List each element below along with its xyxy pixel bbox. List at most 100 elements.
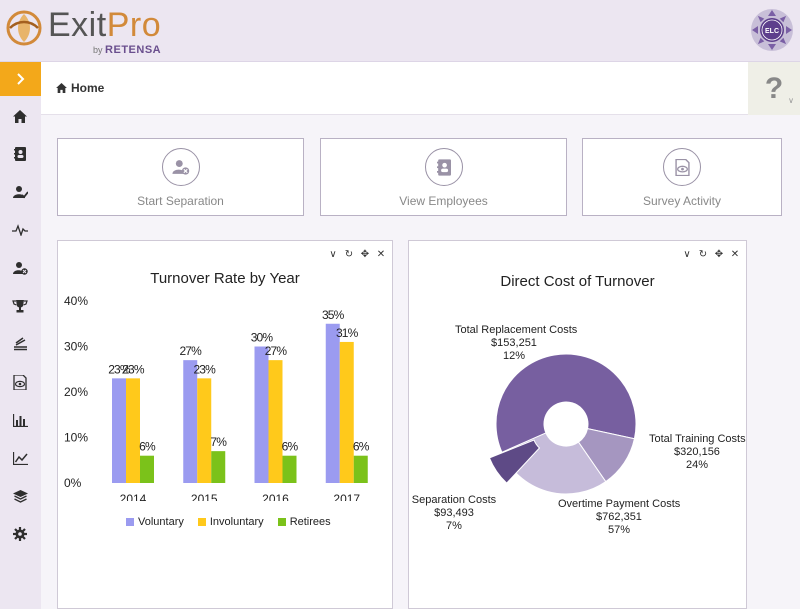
close-icon[interactable]: ✕ xyxy=(730,248,740,260)
sidebar-item-trends[interactable] xyxy=(10,448,30,468)
legend-label-retirees: Retirees xyxy=(289,516,331,528)
exitpro-logo[interactable]: ExitPro by RETENSA xyxy=(6,6,161,58)
legend-label-involuntary: Involuntary xyxy=(209,516,264,528)
start-separation-button[interactable]: Start Separation xyxy=(57,138,304,216)
breadcrumb[interactable]: Home xyxy=(56,81,104,95)
bar-voluntary-2014[interactable] xyxy=(112,378,126,483)
move-icon[interactable]: ✥ xyxy=(360,248,370,260)
pie-label-separation-percent: 7% xyxy=(446,520,462,532)
sidebar-item-separations[interactable] xyxy=(10,258,30,278)
bar-data-label: 23% xyxy=(122,362,145,376)
logo-company: RETENSA xyxy=(105,44,162,56)
sidebar-item-awards[interactable] xyxy=(10,296,30,316)
bar-data-label: 23% xyxy=(108,362,131,376)
pie-label-replacement-percent: 12% xyxy=(502,350,526,362)
collapse-chevron-icon[interactable]: ∨ xyxy=(329,248,337,260)
user-check-icon xyxy=(12,186,28,199)
x-tick-label: 2016 xyxy=(262,492,289,501)
close-icon[interactable]: ✕ xyxy=(376,248,386,260)
logo-mark-icon xyxy=(6,10,42,46)
sidebar-item-home[interactable] xyxy=(10,106,30,126)
breadcrumb-home[interactable]: Home xyxy=(71,81,105,95)
line-chart-icon xyxy=(12,451,28,465)
logo-by-text: by xyxy=(93,45,103,55)
sidebar-item-employees[interactable] xyxy=(10,144,30,164)
help-button[interactable]: ? ∨ xyxy=(748,62,800,115)
sidebar-item-activity[interactable] xyxy=(10,220,30,240)
sidebar xyxy=(0,62,41,609)
refresh-icon[interactable]: ↻ xyxy=(344,248,354,260)
logo-word-exit: Exit xyxy=(48,6,107,44)
gear-icon xyxy=(13,527,27,541)
move-icon[interactable]: ✥ xyxy=(714,248,724,260)
pie-slice-separation[interactable] xyxy=(488,439,541,484)
sidebar-toggle-button[interactable] xyxy=(0,62,41,96)
trophy-icon xyxy=(12,299,28,312)
bar-voluntary-2015[interactable] xyxy=(183,360,198,483)
bar-involuntary-2014[interactable] xyxy=(126,378,140,483)
pie-label-training-amount: $320,156 xyxy=(674,446,720,458)
sidebar-item-settings[interactable] xyxy=(10,524,30,544)
sidebar-item-reports-stack[interactable] xyxy=(10,334,30,354)
panel-toolbar: ∨ ↻ ✥ ✕ xyxy=(682,248,740,260)
pie-label-overtime: Overtime Payment Costs $762,351 57% xyxy=(558,498,680,537)
x-tick-label: 2017 xyxy=(333,492,360,501)
pie-label-separation: Separation Costs $93,493 7% xyxy=(411,494,497,533)
legend-swatch-voluntary xyxy=(126,518,134,526)
sidebar-item-bar-reports[interactable] xyxy=(10,410,30,430)
pie-label-replacement-amount: $153,251 xyxy=(491,337,537,349)
pie-label-training-percent: 24% xyxy=(685,459,709,471)
pie-label-training: Total Training Costs $320,156 24% xyxy=(649,433,746,472)
stack-icon xyxy=(13,337,27,351)
pie-slice-replacement[interactable] xyxy=(495,353,637,462)
bar-retirees-2016[interactable] xyxy=(282,455,297,483)
pie-label-replacement: Total Replacement Costs $153,251 12% xyxy=(455,324,578,363)
sidebar-item-surveys[interactable] xyxy=(10,372,30,392)
turnover-rate-panel: ∨ ↻ ✥ ✕ Turnover Rate by Year 0% 10% 20% 30… xyxy=(57,240,393,609)
direct-cost-panel: ∨ ↻ ✥ ✕ Direct Cost of Turnover Total Re… xyxy=(408,240,747,609)
bar-retirees-2015[interactable] xyxy=(211,451,226,483)
pie-label-replacement-name: Total Replacement Costs xyxy=(455,324,578,336)
address-book-icon xyxy=(424,148,463,186)
bar-retirees-2014[interactable] xyxy=(140,455,154,483)
bar-involuntary-2016[interactable] xyxy=(268,360,283,483)
legend-item-voluntary: Voluntary xyxy=(126,516,184,528)
sidebar-item-approvals[interactable] xyxy=(10,182,30,202)
bar-retirees-2017[interactable] xyxy=(353,455,368,483)
refresh-icon[interactable]: ↻ xyxy=(698,248,708,260)
bar-chart-icon xyxy=(12,413,28,427)
y-tick-label: 20% xyxy=(64,385,88,399)
sidebar-item-layers[interactable] xyxy=(10,486,30,506)
bar-voluntary-2017[interactable] xyxy=(325,323,340,483)
pie-label-separation-name: Separation Costs xyxy=(411,494,497,506)
logo-word-pro: Pro xyxy=(106,6,162,44)
profile-badge[interactable]: ELC xyxy=(750,8,794,52)
breadcrumb-bar: Home ? ∨ xyxy=(41,62,800,115)
bar-data-label: 23% xyxy=(193,362,216,376)
user-remove-icon xyxy=(12,262,28,275)
legend-label-voluntary: Voluntary xyxy=(138,516,184,528)
bar-involuntary-2017[interactable] xyxy=(339,341,354,483)
bar-data-label: 30% xyxy=(251,331,274,345)
user-remove-icon xyxy=(161,148,200,186)
legend-item-involuntary: Involuntary xyxy=(197,516,264,528)
pie-label-overtime-name: Overtime Payment Costs xyxy=(558,498,681,510)
y-tick-label: 30% xyxy=(64,340,88,354)
survey-activity-label: Survey Activity xyxy=(642,194,722,208)
pie-label-training-name: Total Training Costs xyxy=(649,433,746,445)
turnover-bar-chart: 0%10%20%30%40%23%23%6%201427%23%7%201530… xyxy=(64,294,371,501)
bar-data-label: 6% xyxy=(282,440,299,454)
start-separation-label: Start Separation xyxy=(137,194,224,208)
eye-document-icon xyxy=(663,148,701,186)
view-employees-button[interactable]: View Employees xyxy=(320,138,567,216)
collapse-chevron-icon[interactable]: ∨ xyxy=(683,248,691,260)
bar-involuntary-2015[interactable] xyxy=(197,378,212,483)
bar-data-label: 6% xyxy=(353,440,370,454)
pie-label-overtime-amount: $762,351 xyxy=(596,511,642,523)
help-question-icon: ? xyxy=(764,71,784,105)
bar-voluntary-2016[interactable] xyxy=(254,346,269,484)
panel-toolbar: ∨ ↻ ✥ ✕ xyxy=(328,248,386,260)
eye-document-icon xyxy=(13,374,27,390)
survey-activity-button[interactable]: Survey Activity xyxy=(582,138,782,216)
home-icon xyxy=(13,109,27,123)
